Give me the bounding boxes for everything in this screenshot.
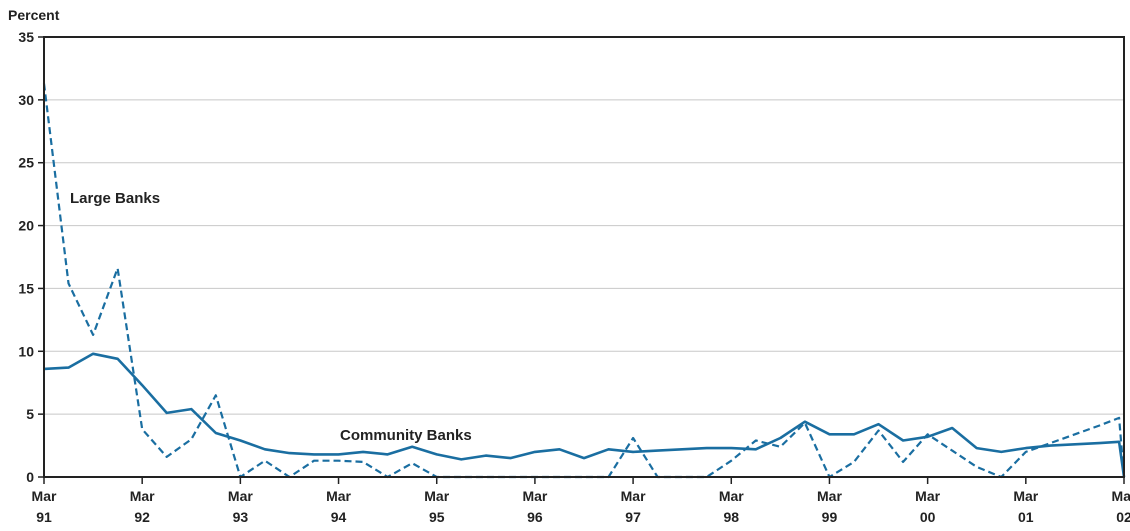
y-axis-ticks: 0 5 10 15 20 25 30 35 <box>18 29 44 485</box>
x-axis-ticks: Mar 91 Mar 92 Mar 93 Mar 94 Mar 95 Mar 96 Mar 97 Mar 98… <box>32 477 1130 525</box>
x-tick-label-year: 97 <box>625 509 641 525</box>
x-tick-label-month: Mar <box>817 488 842 504</box>
y-tick-label: 20 <box>18 218 34 234</box>
x-tick-label-year: 94 <box>331 509 347 525</box>
x-tick-label-month: Mar <box>621 488 646 504</box>
x-tick-label-year: 02 <box>1116 509 1130 525</box>
series-lines <box>42 83 1126 479</box>
x-tick-label-month: Mar <box>522 488 547 504</box>
x-tick-label-year: 99 <box>822 509 838 525</box>
y-tick-label: 5 <box>26 406 34 422</box>
x-tick-label-year: 93 <box>233 509 249 525</box>
y-axis-title: Percent <box>8 7 60 23</box>
x-tick-label-month: Mar <box>1013 488 1038 504</box>
x-tick-label-month: Mar <box>32 488 57 504</box>
x-tick-label-year: 01 <box>1018 509 1034 525</box>
x-tick-label-year: 00 <box>920 509 936 525</box>
large-banks-label: Large Banks <box>70 190 160 207</box>
x-tick-label-month: Mar <box>424 488 449 504</box>
x-tick-label-month: Mar <box>915 488 940 504</box>
x-tick-label-month: Mar <box>719 488 744 504</box>
x-tick-label-year: 92 <box>134 509 150 525</box>
y-tick-label: 10 <box>18 343 34 359</box>
y-tick-label: 0 <box>26 469 34 485</box>
x-tick-label-month: Mar <box>326 488 351 504</box>
community-banks-label: Community Banks <box>340 427 472 444</box>
x-tick-label-month: Mar <box>1112 488 1130 504</box>
large-banks-line <box>42 83 1126 479</box>
x-tick-label-year: 98 <box>723 509 739 525</box>
x-tick-label-month: Mar <box>228 488 253 504</box>
plot-frame <box>43 36 1125 478</box>
x-tick-label-year: 96 <box>527 509 543 525</box>
y-tick-label: 25 <box>18 155 34 171</box>
x-tick-label-month: Mar <box>130 488 155 504</box>
community-banks-line <box>43 352 1126 478</box>
y-tick-label: 30 <box>18 92 34 108</box>
x-tick-label-year: 95 <box>429 509 445 525</box>
y-tick-label: 15 <box>18 280 34 296</box>
y-tick-label: 35 <box>18 29 34 45</box>
gridlines <box>44 99 1124 415</box>
x-tick-label-year: 91 <box>36 509 52 525</box>
